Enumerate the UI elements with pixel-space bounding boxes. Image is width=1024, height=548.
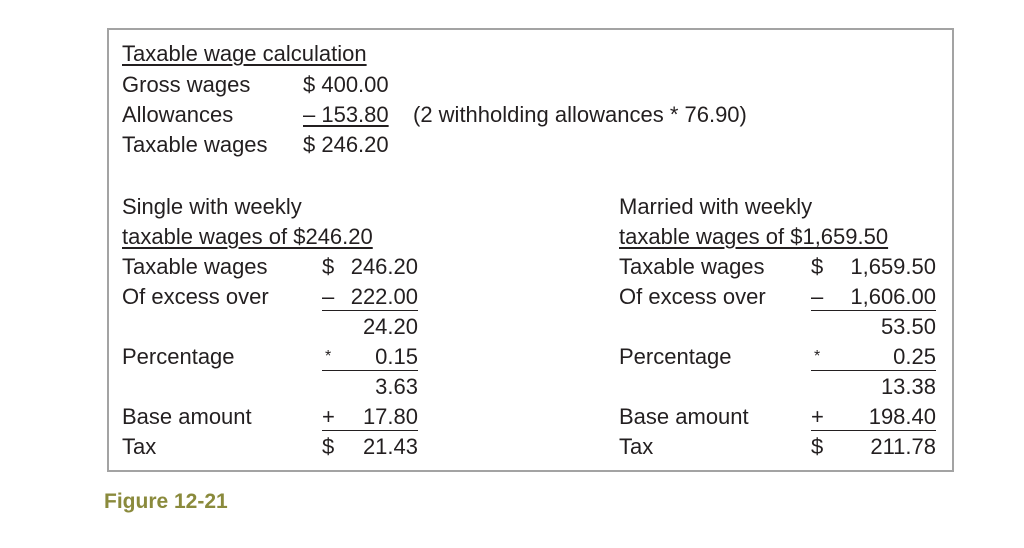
row-value: * 0.25	[811, 344, 936, 371]
amount: 3.63	[375, 374, 418, 399]
row-label: Of excess over	[619, 284, 766, 309]
row-value: $ 246.20	[303, 132, 389, 157]
amount: 13.38	[880, 374, 936, 399]
amount: 17.80	[362, 404, 418, 429]
row-value: 24.20	[322, 314, 418, 340]
row-value: $1,659.50	[811, 254, 936, 280]
row-label: Base amount	[619, 404, 749, 429]
column-heading: taxable wages of $246.20	[122, 224, 373, 249]
row-value: – 1,606.00	[811, 284, 936, 311]
row-note: (2 withholding allowances * 76.90)	[413, 102, 747, 127]
amount: 1,659.50	[850, 254, 936, 279]
row-label: Taxable wages	[619, 254, 765, 279]
row-value: $246.20	[322, 254, 418, 280]
operator: +	[322, 404, 335, 429]
row-label: Allowances	[122, 102, 234, 127]
column-heading: taxable wages of $1,659.50	[619, 224, 889, 249]
row-value: $21.43	[322, 434, 418, 460]
row-label: Tax	[122, 434, 157, 459]
operator: $	[322, 254, 335, 279]
row-label: Percentage	[619, 344, 732, 369]
amount: 222.00	[350, 284, 418, 309]
operator: $	[322, 434, 335, 459]
amount: 198.40	[868, 404, 936, 429]
row-value: 13.38	[811, 374, 936, 400]
row-label: Taxable wages	[122, 132, 268, 157]
row-label: Of excess over	[122, 284, 269, 309]
operator: *	[814, 348, 821, 365]
operator: $	[811, 434, 824, 459]
row-label: Gross wages	[122, 72, 251, 97]
operator: –	[322, 284, 335, 309]
operator: $	[811, 254, 824, 279]
operator: +	[811, 404, 824, 429]
row-label: Tax	[619, 434, 654, 459]
amount: 21.43	[362, 434, 418, 459]
row-value: –222.00	[322, 284, 418, 311]
column-heading: Single with weekly	[122, 194, 302, 219]
row-value: 53.50	[811, 314, 936, 340]
row-value: +198.40	[811, 404, 936, 431]
row-value: – 153.80	[303, 102, 389, 127]
amount: 0.15	[375, 344, 418, 369]
row-value: * 0.15	[322, 344, 418, 371]
row-value: +17.80	[322, 404, 418, 431]
amount: 246.20	[350, 254, 418, 279]
column-heading: Married with weekly	[619, 194, 813, 219]
row-label: Base amount	[122, 404, 252, 429]
amount: 53.50	[880, 314, 936, 339]
row-label: Percentage	[122, 344, 235, 369]
amount: 1,606.00	[850, 284, 936, 309]
row-value: $211.78	[811, 434, 936, 460]
amount: 24.20	[362, 314, 418, 339]
amount: 211.78	[870, 434, 936, 459]
section-title: Taxable wage calculation	[122, 41, 367, 66]
operator: *	[325, 348, 332, 365]
operator: –	[811, 284, 824, 309]
amount: 0.25	[893, 344, 936, 369]
row-value: 3.63	[322, 374, 418, 400]
row-value: $ 400.00	[303, 72, 389, 97]
figure-box	[107, 28, 954, 472]
row-label: Taxable wages	[122, 254, 268, 279]
figure-caption: Figure 12-21	[104, 490, 228, 513]
